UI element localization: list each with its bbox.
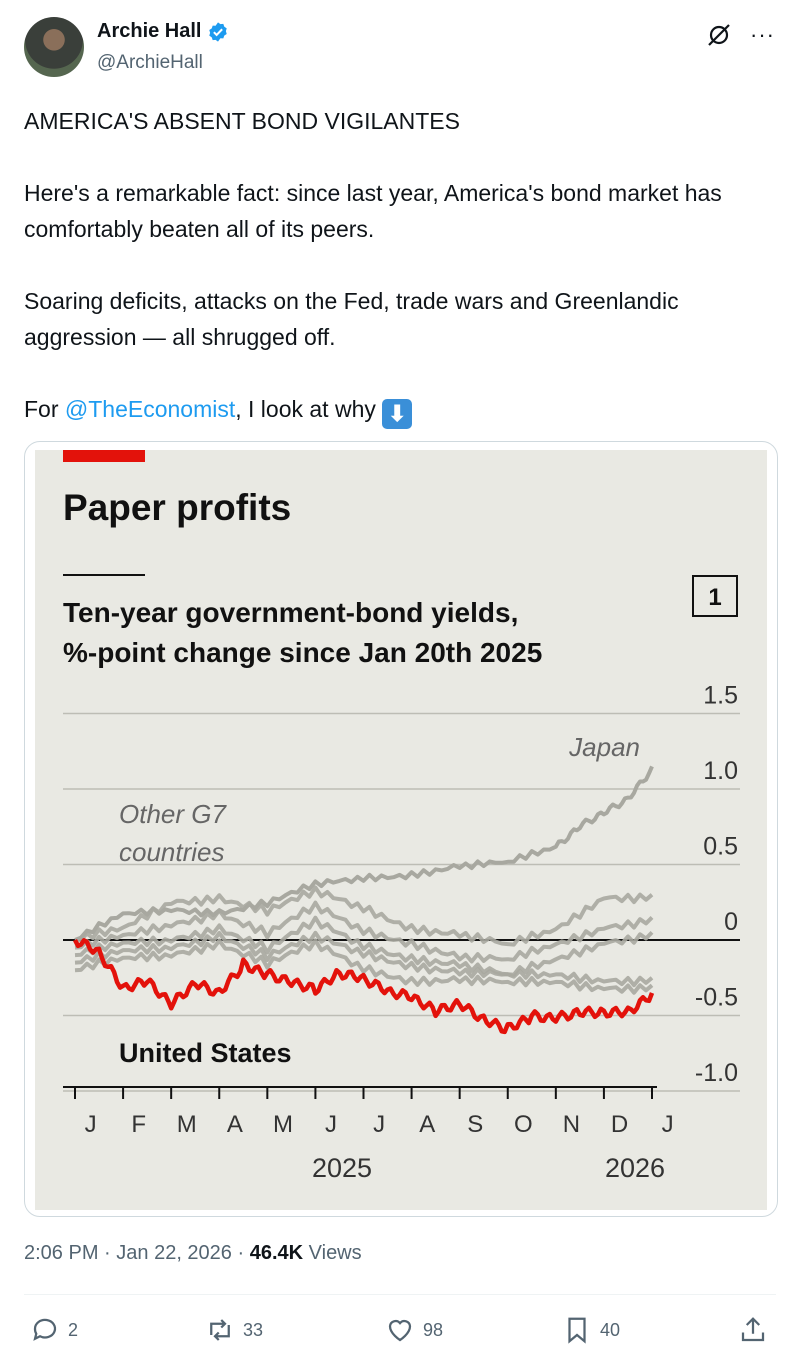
other-g7-series-line (74, 900, 654, 964)
other-g7-series-line (74, 930, 654, 988)
month-label: S (467, 1111, 483, 1138)
chart-title: Paper profits (63, 487, 291, 528)
tweet-text: AMERICA'S ABSENT BOND VIGILANTES Here's … (24, 103, 764, 429)
repost-button[interactable]: 33 (205, 1315, 263, 1345)
author-name-row[interactable]: Archie Hall (97, 20, 229, 43)
bookmark-count: 40 (600, 1319, 621, 1340)
meta-separator: · (104, 1242, 117, 1264)
us-label: United States (119, 1038, 292, 1068)
y-tick-label: 1.0 (703, 757, 738, 785)
views-label: Views (308, 1242, 362, 1264)
grok-icon[interactable] (706, 22, 732, 48)
chart-number-box (692, 575, 738, 617)
author-name[interactable]: Archie Hall (97, 20, 202, 42)
y-tick-label: 1.5 (703, 682, 738, 710)
author-handle[interactable]: @ArchieHall (97, 52, 203, 73)
repost-count: 33 (243, 1319, 264, 1340)
tweet-line-4-pre: For (24, 396, 65, 422)
reply-button[interactable]: 2 (30, 1315, 78, 1345)
y-tick-label: 0.5 (703, 833, 738, 861)
chart-svg: Paper profits Ten-year government-bond y… (63, 450, 740, 1183)
japan-label: Japan (568, 732, 640, 762)
other-g7-series-line (74, 915, 654, 977)
divider (24, 1294, 776, 1295)
down-arrow-emoji-icon: ⬇ (382, 399, 413, 429)
other-g7-series-line (74, 938, 654, 995)
month-label: D (611, 1111, 628, 1138)
year-label-2026: 2026 (605, 1153, 665, 1183)
like-button[interactable]: 98 (385, 1315, 443, 1345)
y-tick-label: -0.5 (695, 984, 738, 1012)
more-options-icon[interactable]: ··· (750, 22, 775, 47)
mention-link[interactable]: @TheEconomist (64, 396, 236, 422)
tweet-line-3: Soaring deficits, attacks on the Fed, tr… (24, 288, 679, 350)
accent-bar (63, 450, 145, 462)
y-tick-label: -1.0 (695, 1059, 738, 1087)
month-label: M (177, 1111, 197, 1138)
us-series-line (73, 938, 655, 1035)
japan-series-line (74, 765, 654, 942)
month-label: O (514, 1111, 533, 1138)
year-label-2025: 2025 (312, 1153, 372, 1183)
reply-count: 2 (68, 1319, 79, 1340)
tweet-date[interactable]: Jan 22, 2026 (116, 1242, 232, 1264)
month-label: J (662, 1111, 674, 1138)
tweet-line-4-post: , I look at why (235, 396, 383, 422)
meta-separator: · (237, 1242, 250, 1264)
share-icon (741, 1317, 765, 1342)
like-count: 98 (423, 1319, 444, 1340)
heart-icon (388, 1319, 412, 1342)
month-label: N (563, 1111, 580, 1138)
chart-number: 1 (708, 584, 721, 611)
chart-image[interactable]: Paper profits Ten-year government-bond y… (35, 450, 767, 1210)
bookmark-button[interactable]: 40 (562, 1315, 620, 1345)
chart-subtitle-2: %-point change since Jan 20th 2025 (63, 637, 542, 668)
month-label: A (419, 1111, 435, 1138)
month-label: F (131, 1111, 146, 1138)
tweet-meta: 2:06 PM · Jan 22, 2026 · 46.4K Views (24, 1242, 362, 1265)
other-g7-label-1: Other G7 (119, 799, 227, 829)
month-label: M (273, 1111, 293, 1138)
tweet-line-2: Here's a remarkable fact: since last yea… (24, 180, 722, 242)
chart-subtitle-1: Ten-year government-bond yields, (63, 597, 518, 628)
month-label: J (325, 1111, 337, 1138)
tweet-line-1: AMERICA'S ABSENT BOND VIGILANTES (24, 108, 460, 134)
tweet-line-4: For @TheEconomist, I look at why ⬇ (24, 391, 764, 429)
other-g7-label-2: countries (119, 837, 225, 867)
avatar[interactable] (24, 17, 84, 77)
verified-badge-icon (209, 21, 228, 42)
media-card[interactable]: Paper profits Ten-year government-bond y… (24, 441, 778, 1217)
share-button[interactable] (738, 1315, 768, 1345)
reply-icon (33, 1318, 57, 1341)
repost-icon (210, 1319, 230, 1341)
tweet-time[interactable]: 2:06 PM (24, 1242, 99, 1264)
other-g7-series-line (74, 885, 654, 947)
month-label: A (227, 1111, 243, 1138)
y-tick-label: 0 (724, 908, 738, 936)
month-label: J (373, 1111, 385, 1138)
month-label: J (85, 1111, 97, 1138)
views-count: 46.4K (249, 1242, 304, 1264)
bookmark-icon (568, 1317, 586, 1344)
